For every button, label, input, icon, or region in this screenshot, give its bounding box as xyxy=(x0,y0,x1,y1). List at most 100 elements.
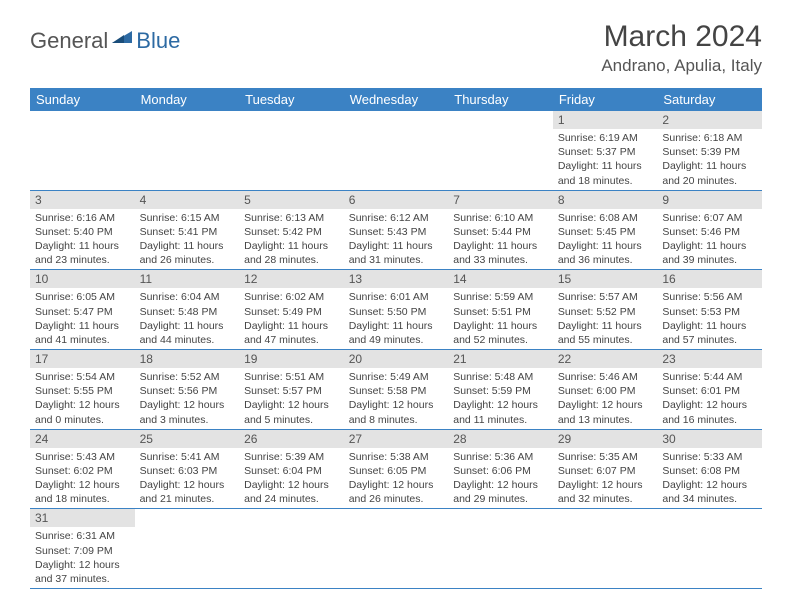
day-number: 30 xyxy=(657,430,762,448)
calendar-cell: 31Sunrise: 6:31 AMSunset: 7:09 PMDayligh… xyxy=(30,509,135,589)
day-header: Monday xyxy=(135,88,240,111)
day-data: Sunrise: 6:02 AMSunset: 5:49 PMDaylight:… xyxy=(239,288,344,349)
calendar-cell: 3Sunrise: 6:16 AMSunset: 5:40 PMDaylight… xyxy=(30,190,135,270)
day-number: 29 xyxy=(553,430,658,448)
day-number: 9 xyxy=(657,191,762,209)
calendar-cell: 27Sunrise: 5:38 AMSunset: 6:05 PMDayligh… xyxy=(344,429,449,509)
calendar-cell: 17Sunrise: 5:54 AMSunset: 5:55 PMDayligh… xyxy=(30,350,135,430)
day-number: 28 xyxy=(448,430,553,448)
day-data: Sunrise: 6:12 AMSunset: 5:43 PMDaylight:… xyxy=(344,209,449,270)
day-data: Sunrise: 6:08 AMSunset: 5:45 PMDaylight:… xyxy=(553,209,658,270)
calendar-cell: 8Sunrise: 6:08 AMSunset: 5:45 PMDaylight… xyxy=(553,190,658,270)
day-data: Sunrise: 5:56 AMSunset: 5:53 PMDaylight:… xyxy=(657,288,762,349)
day-number: 1 xyxy=(553,111,658,129)
calendar-row: 17Sunrise: 5:54 AMSunset: 5:55 PMDayligh… xyxy=(30,350,762,430)
day-data: Sunrise: 5:41 AMSunset: 6:03 PMDaylight:… xyxy=(135,448,240,509)
calendar-cell: 19Sunrise: 5:51 AMSunset: 5:57 PMDayligh… xyxy=(239,350,344,430)
calendar-cell: 13Sunrise: 6:01 AMSunset: 5:50 PMDayligh… xyxy=(344,270,449,350)
day-data: Sunrise: 5:48 AMSunset: 5:59 PMDaylight:… xyxy=(448,368,553,429)
calendar-row: 24Sunrise: 5:43 AMSunset: 6:02 PMDayligh… xyxy=(30,429,762,509)
day-data: Sunrise: 5:36 AMSunset: 6:06 PMDaylight:… xyxy=(448,448,553,509)
location: Andrano, Apulia, Italy xyxy=(601,56,762,76)
calendar-cell: 10Sunrise: 6:05 AMSunset: 5:47 PMDayligh… xyxy=(30,270,135,350)
day-number: 14 xyxy=(448,270,553,288)
calendar-body: 1Sunrise: 6:19 AMSunset: 5:37 PMDaylight… xyxy=(30,111,762,589)
day-number: 18 xyxy=(135,350,240,368)
day-number: 24 xyxy=(30,430,135,448)
logo-text-general: General xyxy=(30,28,108,54)
day-data: Sunrise: 5:33 AMSunset: 6:08 PMDaylight:… xyxy=(657,448,762,509)
day-data: Sunrise: 6:07 AMSunset: 5:46 PMDaylight:… xyxy=(657,209,762,270)
calendar-cell xyxy=(30,111,135,190)
day-number: 6 xyxy=(344,191,449,209)
day-data: Sunrise: 6:19 AMSunset: 5:37 PMDaylight:… xyxy=(553,129,658,190)
calendar-cell xyxy=(448,509,553,589)
day-number: 12 xyxy=(239,270,344,288)
calendar-cell xyxy=(657,509,762,589)
calendar-cell: 29Sunrise: 5:35 AMSunset: 6:07 PMDayligh… xyxy=(553,429,658,509)
day-number: 7 xyxy=(448,191,553,209)
day-number: 21 xyxy=(448,350,553,368)
day-data: Sunrise: 6:15 AMSunset: 5:41 PMDaylight:… xyxy=(135,209,240,270)
calendar-cell xyxy=(135,509,240,589)
day-data: Sunrise: 5:35 AMSunset: 6:07 PMDaylight:… xyxy=(553,448,658,509)
calendar-cell xyxy=(239,111,344,190)
day-data: Sunrise: 6:10 AMSunset: 5:44 PMDaylight:… xyxy=(448,209,553,270)
day-number: 5 xyxy=(239,191,344,209)
day-number: 23 xyxy=(657,350,762,368)
calendar-cell: 11Sunrise: 6:04 AMSunset: 5:48 PMDayligh… xyxy=(135,270,240,350)
day-data: Sunrise: 5:52 AMSunset: 5:56 PMDaylight:… xyxy=(135,368,240,429)
day-number: 2 xyxy=(657,111,762,129)
calendar-cell: 12Sunrise: 6:02 AMSunset: 5:49 PMDayligh… xyxy=(239,270,344,350)
calendar-cell: 23Sunrise: 5:44 AMSunset: 6:01 PMDayligh… xyxy=(657,350,762,430)
calendar-cell: 28Sunrise: 5:36 AMSunset: 6:06 PMDayligh… xyxy=(448,429,553,509)
day-header: Wednesday xyxy=(344,88,449,111)
calendar-cell: 16Sunrise: 5:56 AMSunset: 5:53 PMDayligh… xyxy=(657,270,762,350)
calendar-cell: 20Sunrise: 5:49 AMSunset: 5:58 PMDayligh… xyxy=(344,350,449,430)
calendar-cell: 25Sunrise: 5:41 AMSunset: 6:03 PMDayligh… xyxy=(135,429,240,509)
calendar-cell xyxy=(344,509,449,589)
calendar-row: 1Sunrise: 6:19 AMSunset: 5:37 PMDaylight… xyxy=(30,111,762,190)
calendar-cell: 7Sunrise: 6:10 AMSunset: 5:44 PMDaylight… xyxy=(448,190,553,270)
calendar-cell: 2Sunrise: 6:18 AMSunset: 5:39 PMDaylight… xyxy=(657,111,762,190)
day-number: 16 xyxy=(657,270,762,288)
calendar-cell: 15Sunrise: 5:57 AMSunset: 5:52 PMDayligh… xyxy=(553,270,658,350)
day-data: Sunrise: 6:04 AMSunset: 5:48 PMDaylight:… xyxy=(135,288,240,349)
calendar-cell: 1Sunrise: 6:19 AMSunset: 5:37 PMDaylight… xyxy=(553,111,658,190)
day-data: Sunrise: 5:57 AMSunset: 5:52 PMDaylight:… xyxy=(553,288,658,349)
day-header: Friday xyxy=(553,88,658,111)
day-number: 27 xyxy=(344,430,449,448)
title-block: March 2024 Andrano, Apulia, Italy xyxy=(601,20,762,76)
calendar-cell: 9Sunrise: 6:07 AMSunset: 5:46 PMDaylight… xyxy=(657,190,762,270)
day-number: 10 xyxy=(30,270,135,288)
calendar-cell xyxy=(344,111,449,190)
day-data: Sunrise: 5:54 AMSunset: 5:55 PMDaylight:… xyxy=(30,368,135,429)
day-data: Sunrise: 6:31 AMSunset: 7:09 PMDaylight:… xyxy=(30,527,135,588)
day-data: Sunrise: 5:44 AMSunset: 6:01 PMDaylight:… xyxy=(657,368,762,429)
calendar-cell: 4Sunrise: 6:15 AMSunset: 5:41 PMDaylight… xyxy=(135,190,240,270)
calendar-cell: 18Sunrise: 5:52 AMSunset: 5:56 PMDayligh… xyxy=(135,350,240,430)
calendar-cell: 30Sunrise: 5:33 AMSunset: 6:08 PMDayligh… xyxy=(657,429,762,509)
day-number: 25 xyxy=(135,430,240,448)
day-data: Sunrise: 5:38 AMSunset: 6:05 PMDaylight:… xyxy=(344,448,449,509)
calendar-row: 31Sunrise: 6:31 AMSunset: 7:09 PMDayligh… xyxy=(30,509,762,589)
calendar-cell: 22Sunrise: 5:46 AMSunset: 6:00 PMDayligh… xyxy=(553,350,658,430)
day-number: 8 xyxy=(553,191,658,209)
day-data: Sunrise: 6:13 AMSunset: 5:42 PMDaylight:… xyxy=(239,209,344,270)
day-header: Tuesday xyxy=(239,88,344,111)
day-data: Sunrise: 6:05 AMSunset: 5:47 PMDaylight:… xyxy=(30,288,135,349)
day-number: 3 xyxy=(30,191,135,209)
calendar-row: 3Sunrise: 6:16 AMSunset: 5:40 PMDaylight… xyxy=(30,190,762,270)
logo-text-blue: Blue xyxy=(136,28,180,54)
calendar-head: SundayMondayTuesdayWednesdayThursdayFrid… xyxy=(30,88,762,111)
day-data: Sunrise: 5:59 AMSunset: 5:51 PMDaylight:… xyxy=(448,288,553,349)
day-header: Saturday xyxy=(657,88,762,111)
header: General Blue March 2024 Andrano, Apulia,… xyxy=(30,20,762,76)
day-number: 19 xyxy=(239,350,344,368)
calendar-cell xyxy=(553,509,658,589)
day-number: 13 xyxy=(344,270,449,288)
logo: General Blue xyxy=(30,28,180,54)
day-number: 11 xyxy=(135,270,240,288)
day-number: 17 xyxy=(30,350,135,368)
day-data: Sunrise: 6:01 AMSunset: 5:50 PMDaylight:… xyxy=(344,288,449,349)
